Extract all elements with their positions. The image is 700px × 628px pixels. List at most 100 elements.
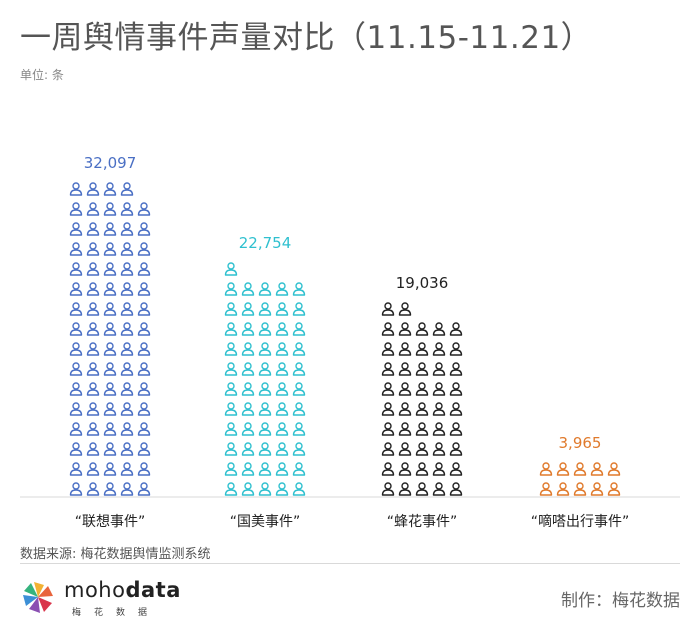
person-icon xyxy=(103,422,117,436)
unit-label: 单位: 条 xyxy=(20,68,64,82)
person-icon xyxy=(275,362,289,376)
person-icon xyxy=(103,262,117,276)
person-icon xyxy=(415,482,429,496)
person-icon xyxy=(381,342,395,356)
person-icon xyxy=(103,482,117,496)
person-icon xyxy=(224,322,238,336)
person-icon xyxy=(292,462,306,476)
person-icon xyxy=(86,462,100,476)
person-icon xyxy=(398,302,412,316)
person-icon xyxy=(258,482,272,496)
person-icon xyxy=(86,382,100,396)
person-icon xyxy=(241,282,255,296)
person-icon xyxy=(432,322,446,336)
person-icon xyxy=(415,382,429,396)
person-icon xyxy=(258,342,272,356)
person-icon xyxy=(258,442,272,456)
person-icon xyxy=(224,282,238,296)
person-icon xyxy=(241,442,255,456)
person-icon xyxy=(607,482,621,496)
person-icon xyxy=(292,302,306,316)
person-icon xyxy=(137,362,151,376)
person-icon xyxy=(86,322,100,336)
person-icon xyxy=(137,222,151,236)
data-source: 数据来源: 梅花数据舆情监测系统 xyxy=(20,547,211,562)
person-icon xyxy=(224,382,238,396)
person-icon xyxy=(120,182,134,196)
person-icon xyxy=(103,402,117,416)
person-icon xyxy=(275,422,289,436)
person-icon xyxy=(415,462,429,476)
person-icon xyxy=(241,402,255,416)
person-icon xyxy=(224,302,238,316)
data-label: 32,097 xyxy=(84,154,137,172)
bar-3 xyxy=(539,462,621,496)
person-icon xyxy=(103,242,117,256)
person-icon xyxy=(573,462,587,476)
person-icon xyxy=(103,282,117,296)
person-icon xyxy=(292,362,306,376)
person-icon xyxy=(275,382,289,396)
person-icon xyxy=(381,322,395,336)
person-icon xyxy=(86,402,100,416)
person-icon xyxy=(69,322,83,336)
person-icon xyxy=(69,202,83,216)
data-label: 22,754 xyxy=(239,234,292,252)
person-icon xyxy=(275,302,289,316)
person-icon xyxy=(432,462,446,476)
person-icon xyxy=(137,322,151,336)
person-icon xyxy=(432,422,446,436)
person-icon xyxy=(398,362,412,376)
person-icon xyxy=(69,382,83,396)
person-icon xyxy=(415,322,429,336)
chart-title: 一周舆情事件声量对比（11.15-11.21） xyxy=(20,20,593,56)
person-icon xyxy=(258,462,272,476)
person-icon xyxy=(258,382,272,396)
person-icon xyxy=(137,202,151,216)
person-icon xyxy=(292,322,306,336)
person-icon xyxy=(398,482,412,496)
person-icon xyxy=(69,362,83,376)
person-icon xyxy=(398,342,412,356)
person-icon xyxy=(103,322,117,336)
person-icon xyxy=(381,462,395,476)
person-icon xyxy=(275,482,289,496)
person-icon xyxy=(103,342,117,356)
person-icon xyxy=(103,362,117,376)
person-icon xyxy=(432,442,446,456)
flower-logo-icon xyxy=(23,582,53,613)
person-icon xyxy=(69,302,83,316)
person-icon xyxy=(69,462,83,476)
person-icon xyxy=(415,422,429,436)
person-icon xyxy=(241,342,255,356)
person-icon xyxy=(137,382,151,396)
person-icon xyxy=(120,322,134,336)
person-icon xyxy=(120,362,134,376)
person-icon xyxy=(224,462,238,476)
person-icon xyxy=(432,402,446,416)
person-icon xyxy=(69,402,83,416)
person-icon xyxy=(381,382,395,396)
person-icon xyxy=(381,362,395,376)
person-icon xyxy=(449,382,463,396)
person-icon xyxy=(69,242,83,256)
person-icon xyxy=(241,482,255,496)
person-icon xyxy=(137,462,151,476)
person-icon xyxy=(241,382,255,396)
person-icon xyxy=(449,462,463,476)
person-icon xyxy=(381,422,395,436)
person-icon xyxy=(292,422,306,436)
person-icon xyxy=(224,342,238,356)
person-icon xyxy=(103,222,117,236)
person-icon xyxy=(137,342,151,356)
person-icon xyxy=(86,222,100,236)
logo-wordmark: mohodata xyxy=(64,578,181,602)
person-icon xyxy=(120,342,134,356)
person-icon xyxy=(292,482,306,496)
person-icon xyxy=(103,302,117,316)
person-icon xyxy=(137,242,151,256)
person-icon xyxy=(241,322,255,336)
person-icon xyxy=(292,442,306,456)
person-icon xyxy=(120,302,134,316)
person-icon xyxy=(241,362,255,376)
